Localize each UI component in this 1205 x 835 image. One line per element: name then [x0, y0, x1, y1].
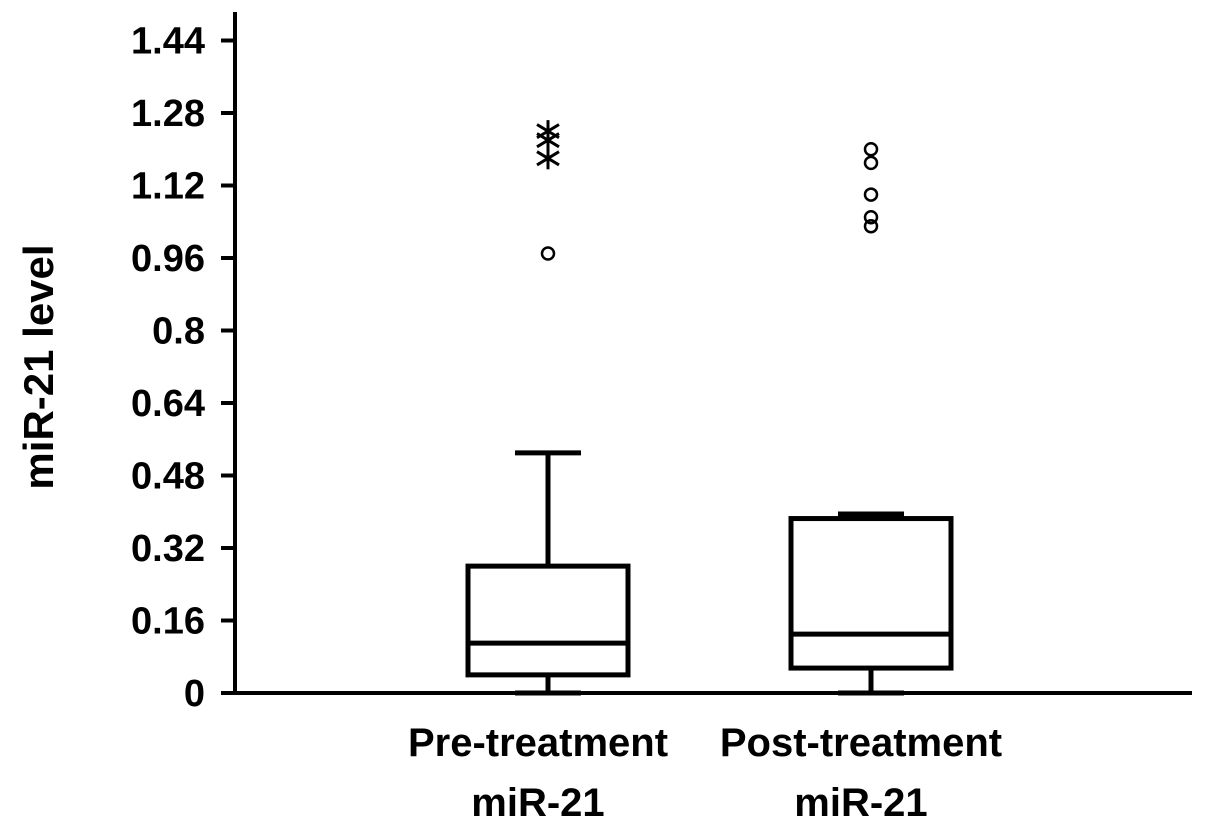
iqr-box [465, 563, 631, 678]
outlier-point [540, 246, 556, 261]
category-labels: Pre-treatment miR-21 Post-treatment miR-21 [408, 721, 1002, 825]
iqr-box [788, 516, 954, 671]
y-ticks: 0 0.16 0.32 0.48 0.64 0.8 0.96 1.12 1.28 1.44 [131, 21, 235, 715]
category-label-line2: miR-21 [471, 781, 604, 825]
outlier-point [863, 209, 879, 225]
outlier-point [863, 155, 879, 171]
category-label-line1: Post-treatment [720, 721, 1002, 765]
y-tick-label: 0.32 [131, 528, 205, 570]
boxes [465, 120, 954, 696]
extreme-point [536, 120, 560, 143]
box-group [465, 120, 631, 696]
y-tick-label: 1.44 [131, 21, 205, 63]
y-tick-label: 1.28 [131, 93, 205, 135]
category-label-line1: Pre-treatment [408, 721, 668, 765]
category-label-line2: miR-21 [794, 781, 927, 825]
y-tick-label: 1.12 [131, 166, 205, 208]
y-tick-label: 0.48 [131, 456, 205, 498]
outlier-point [863, 142, 879, 157]
y-tick-label: 0.8 [152, 311, 205, 353]
y-tick-label: 0.16 [131, 601, 205, 643]
y-tick-label: 0 [184, 673, 205, 715]
outlier-point [863, 219, 879, 234]
y-tick-label: 0.64 [131, 383, 205, 425]
outlier-point [863, 187, 879, 202]
y-axis-title: miR-21 level [15, 244, 62, 489]
box-group [788, 142, 954, 696]
y-tick-label: 0.96 [131, 238, 205, 280]
